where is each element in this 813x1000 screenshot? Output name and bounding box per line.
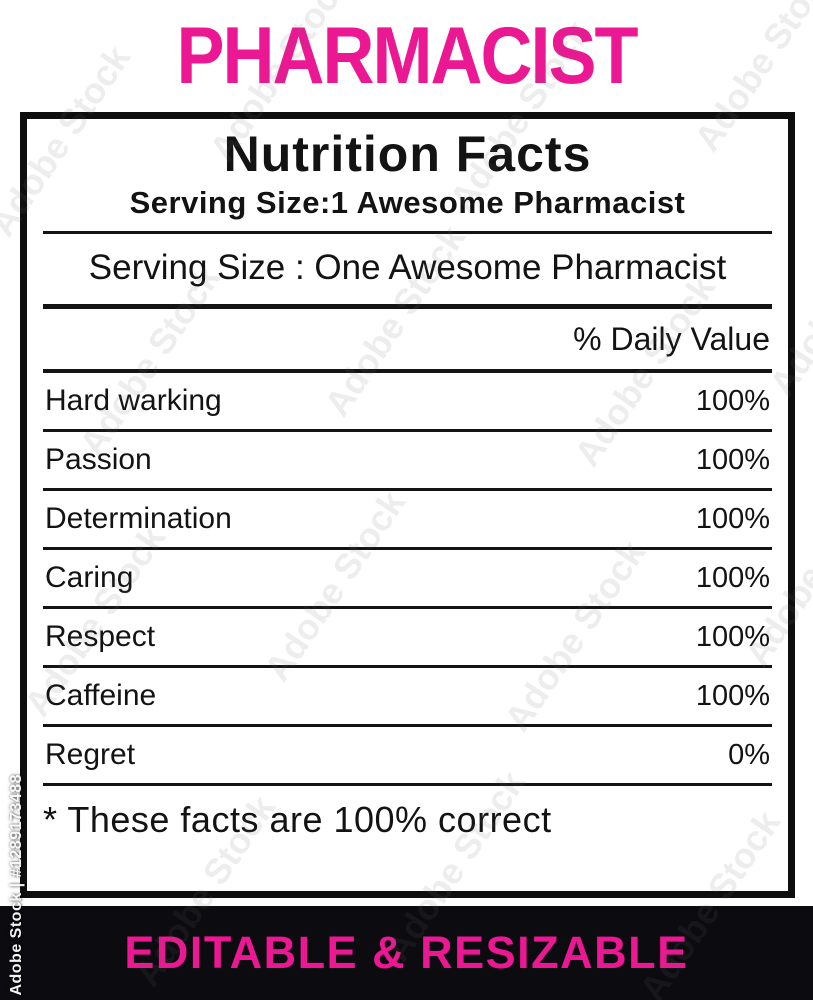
table-row: Regret 0% <box>43 727 772 783</box>
table-row: Hard warking 100% <box>43 373 772 429</box>
divider <box>43 724 772 727</box>
table-row: Respect 100% <box>43 609 772 665</box>
row-value: 100% <box>695 680 770 712</box>
nutrition-facts-box: Nutrition Facts Serving Size:1 Awesome P… <box>20 112 795 898</box>
divider <box>43 429 772 432</box>
row-label: Caffeine <box>45 679 157 712</box>
row-label: Respect <box>45 620 156 653</box>
table-row: Caring 100% <box>43 550 772 606</box>
row-value: 0% <box>728 739 770 771</box>
divider <box>43 547 772 550</box>
divider <box>43 665 772 668</box>
daily-value-header: % Daily Value <box>573 321 770 357</box>
divider <box>43 369 772 373</box>
serving-size-light-line: Serving Size : One Awesome Pharmacist <box>88 248 727 287</box>
row-value: 100% <box>695 444 770 476</box>
divider <box>43 231 772 234</box>
serving-size-bold-line: Serving Size:1 Awesome Pharmacist <box>129 185 686 220</box>
table-row: Caffeine 100% <box>43 668 772 724</box>
row-label: Passion <box>45 443 152 476</box>
row-value: 100% <box>695 562 770 594</box>
divider <box>43 488 772 491</box>
divider <box>43 783 772 786</box>
page-title: PHARMACIST <box>176 11 639 101</box>
row-label: Hard warking <box>45 384 222 417</box>
divider-thick <box>43 304 772 309</box>
table-row: Determination 100% <box>43 491 772 547</box>
row-label: Regret <box>45 738 136 771</box>
footnote: * These facts are 100% correct <box>43 799 552 840</box>
table-row: Passion 100% <box>43 432 772 488</box>
row-label: Caring <box>45 561 134 594</box>
row-value: 100% <box>695 385 770 417</box>
nutrition-facts-heading: Nutrition Facts <box>223 126 592 182</box>
banner-text: EDITABLE & RESIZABLE <box>124 927 689 978</box>
row-value: 100% <box>695 503 770 535</box>
row-label: Determination <box>45 502 232 535</box>
divider <box>43 606 772 609</box>
row-value: 100% <box>695 621 770 653</box>
bottom-banner: EDITABLE & RESIZABLE <box>0 906 813 1000</box>
